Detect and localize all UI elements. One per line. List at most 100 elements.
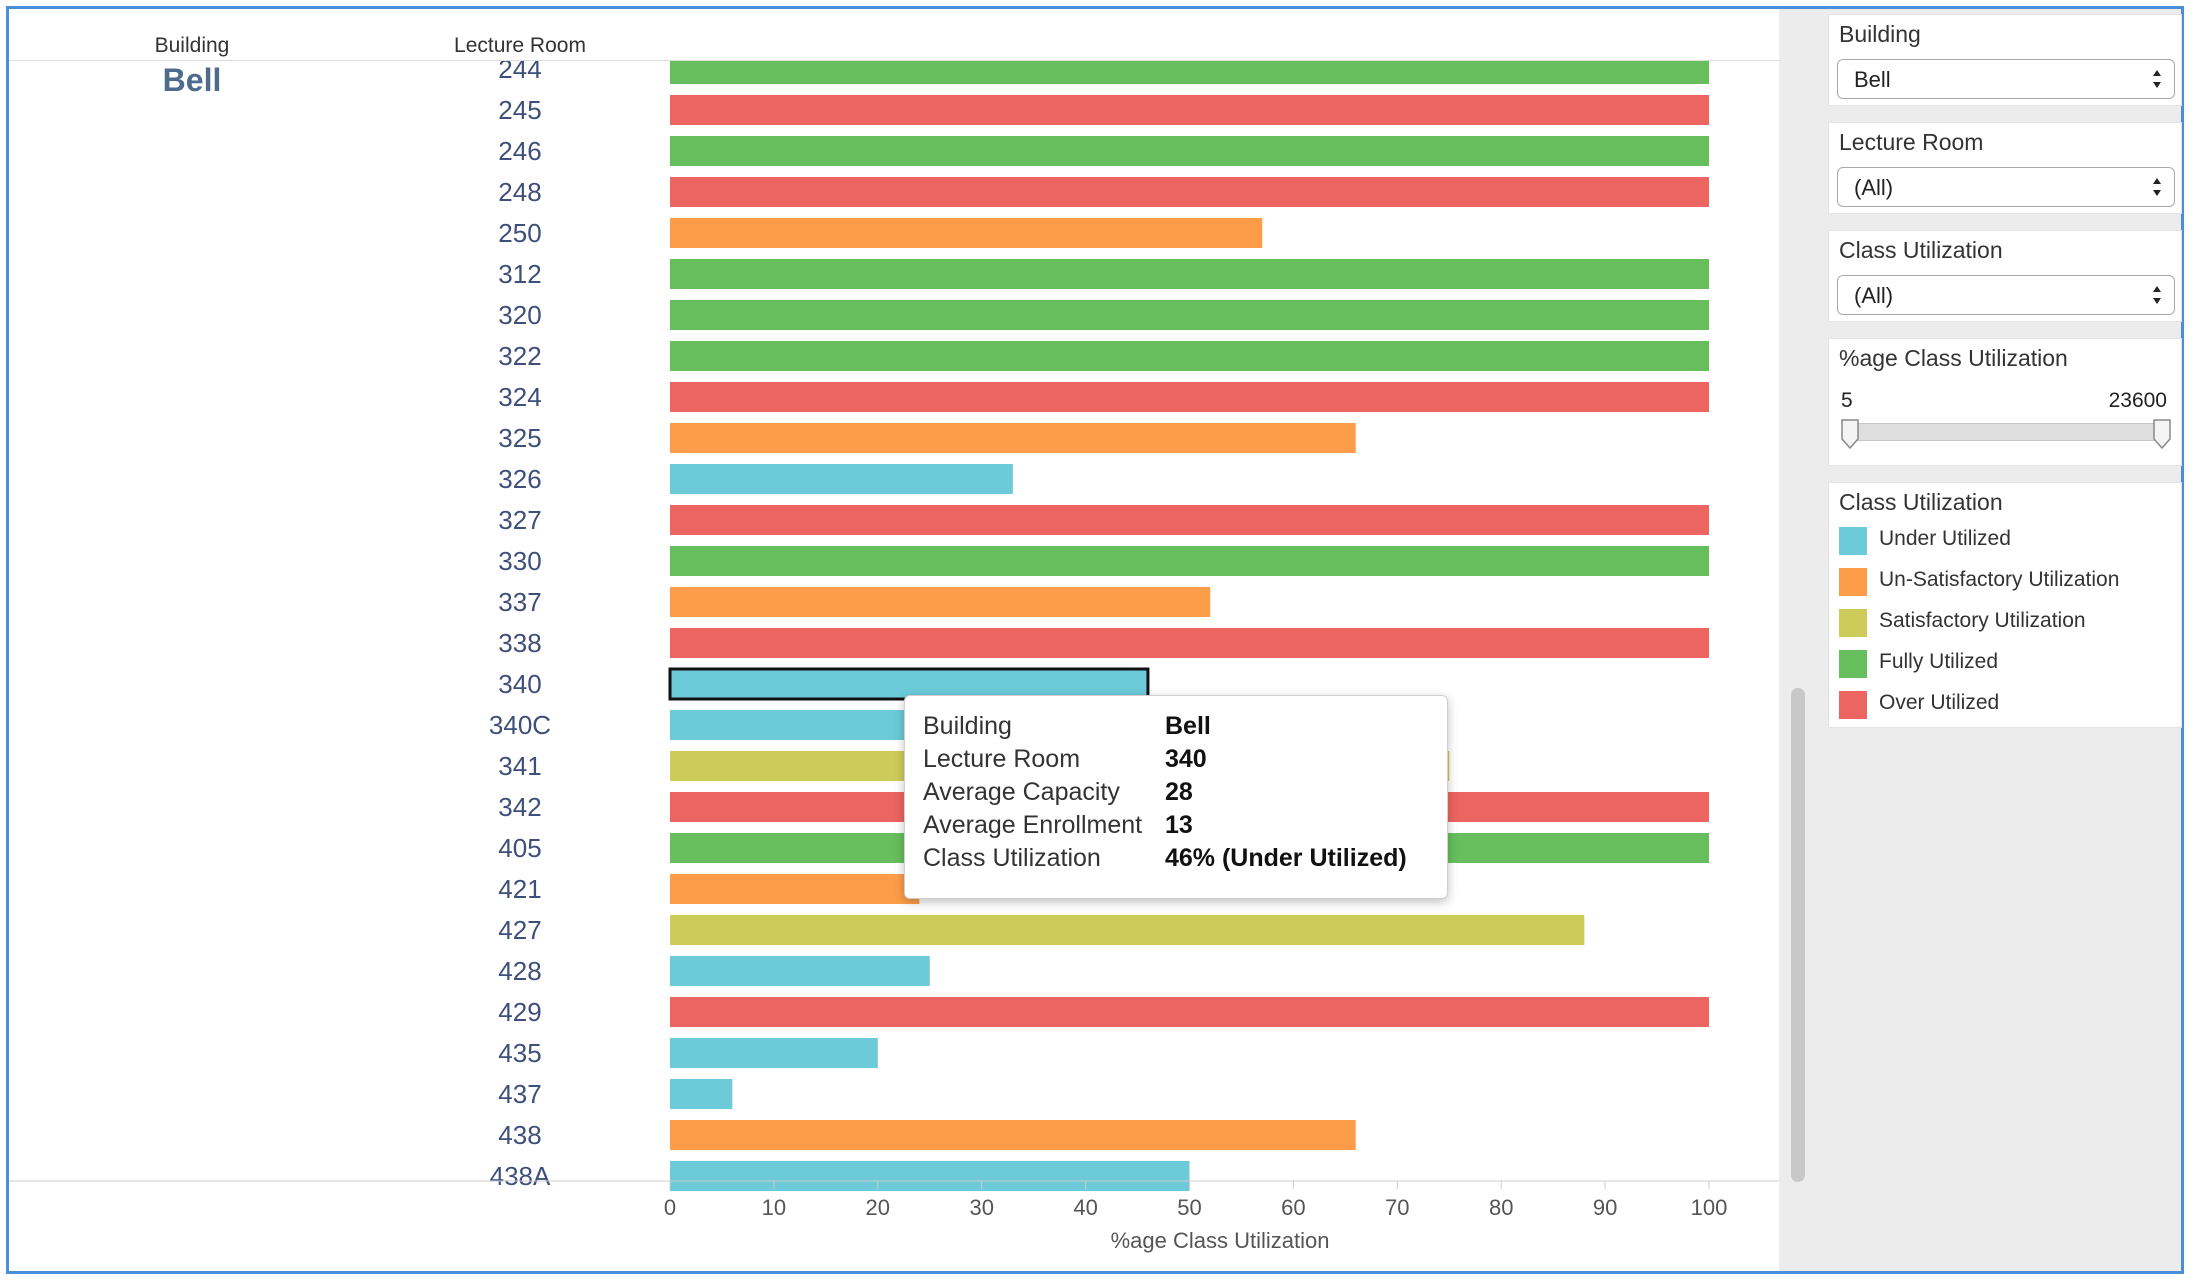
range-max-value: 23600 xyxy=(2108,389,2167,412)
room-label: 427 xyxy=(498,915,541,945)
bar-322[interactable] xyxy=(670,341,1709,371)
room-label: 330 xyxy=(498,546,541,576)
class-utilization-filter-card: Class Utilization (All) xyxy=(1828,230,2182,322)
bar-427[interactable] xyxy=(670,915,1585,945)
room-label: 320 xyxy=(498,300,541,330)
tooltip-key: Lecture Room xyxy=(923,745,1081,773)
x-tick-label: 70 xyxy=(1385,1195,1409,1220)
building-column-header: Building xyxy=(154,34,230,57)
room-label: 428 xyxy=(498,956,541,986)
tooltip-key: Average Capacity xyxy=(923,778,1120,806)
range-slider-track[interactable] xyxy=(1851,423,2163,441)
range-min-value: 5 xyxy=(1841,389,1853,412)
legend-swatch xyxy=(1839,691,1867,719)
room-label: 338 xyxy=(498,628,541,658)
class-utilization-select-value: (All) xyxy=(1854,283,1894,308)
legend-label: Over Utilized xyxy=(1879,691,2000,714)
building-filter-card: Building Bell xyxy=(1828,14,2182,106)
lecture-room-column-header: Lecture Room xyxy=(454,34,586,57)
legend-label: Un-Satisfactory Utilization xyxy=(1879,568,2120,591)
room-label: 324 xyxy=(498,382,541,412)
range-slider-min-handle[interactable] xyxy=(1841,419,1859,449)
lecture-room-select-value: (All) xyxy=(1854,175,1894,200)
room-label: 245 xyxy=(498,95,541,125)
tooltip-key: Building xyxy=(923,712,1012,740)
room-label: 337 xyxy=(498,587,541,617)
x-tick-label: 90 xyxy=(1593,1195,1617,1220)
bar-326[interactable] xyxy=(670,464,1013,494)
bar-chart[interactable]: 244 245 246 248 250 312 320 322 324 325 326 327 330 3… xyxy=(9,9,1779,1271)
legend-label: Satisfactory Utilization xyxy=(1879,609,2086,632)
legend-label: Under Utilized xyxy=(1879,527,2011,550)
building-value: Bell xyxy=(162,62,222,98)
tooltip-value: 340 xyxy=(1165,745,1207,773)
bar-325[interactable] xyxy=(670,423,1356,453)
select-arrows-icon xyxy=(2153,286,2161,304)
room-label: 326 xyxy=(498,464,541,494)
bar-337[interactable] xyxy=(670,587,1211,617)
room-label: 429 xyxy=(498,997,541,1027)
bar-tooltip: Building Bell Lecture Room 340 Average C… xyxy=(904,695,1448,899)
room-label: 312 xyxy=(498,259,541,289)
bar-438A[interactable] xyxy=(670,1161,1190,1191)
x-tick-label: 100 xyxy=(1691,1195,1728,1220)
tooltip-value: 46% (Under Utilized) xyxy=(1165,844,1407,872)
bar-437[interactable] xyxy=(670,1079,733,1109)
x-tick-label: 0 xyxy=(664,1195,676,1220)
tooltip-key: Class Utilization xyxy=(923,844,1101,872)
class-utilization-filter-title: Class Utilization xyxy=(1839,237,2003,263)
room-label: 327 xyxy=(498,505,541,535)
building-select[interactable]: Bell xyxy=(1837,59,2175,99)
bar-312[interactable] xyxy=(670,259,1709,289)
range-slider-max-handle[interactable] xyxy=(2153,419,2171,449)
x-tick-label: 40 xyxy=(1073,1195,1097,1220)
bar-428[interactable] xyxy=(670,956,930,986)
tooltip-row-capacity: Average Capacity 28 xyxy=(923,778,1433,810)
bar-246[interactable] xyxy=(670,136,1709,166)
bar-438[interactable] xyxy=(670,1120,1356,1150)
select-arrows-icon xyxy=(2153,70,2161,88)
room-label: 340 xyxy=(498,669,541,699)
x-tick-label: 10 xyxy=(762,1195,786,1220)
chart-scrollbar-thumb[interactable] xyxy=(1791,688,1805,1182)
room-label: 435 xyxy=(498,1038,541,1068)
tooltip-value: Bell xyxy=(1165,712,1211,740)
legend-swatch xyxy=(1839,609,1867,637)
legend-swatch xyxy=(1839,527,1867,555)
bar-320[interactable] xyxy=(670,300,1709,330)
room-label: 341 xyxy=(498,751,541,781)
lecture-room-select[interactable]: (All) xyxy=(1837,167,2175,207)
room-label: 438A xyxy=(490,1161,551,1191)
room-label: 248 xyxy=(498,177,541,207)
x-tick-label: 30 xyxy=(969,1195,993,1220)
tooltip-value: 28 xyxy=(1165,778,1193,806)
utilization-range-title: %age Class Utilization xyxy=(1839,345,2068,371)
bar-248[interactable] xyxy=(670,177,1709,207)
bar-324[interactable] xyxy=(670,382,1709,412)
bar-327[interactable] xyxy=(670,505,1709,535)
header-divider xyxy=(9,60,1779,61)
tooltip-row-utilization: Class Utilization 46% (Under Utilized) xyxy=(923,844,1433,876)
class-utilization-select[interactable]: (All) xyxy=(1837,275,2175,315)
bar-338[interactable] xyxy=(670,628,1709,658)
x-tick-label: 50 xyxy=(1177,1195,1201,1220)
bar-330[interactable] xyxy=(670,546,1709,576)
room-label: 421 xyxy=(498,874,541,904)
tooltip-row-building: Building Bell xyxy=(923,712,1433,744)
room-label: 325 xyxy=(498,423,541,453)
bar-244[interactable] xyxy=(670,54,1709,84)
bar-245[interactable] xyxy=(670,95,1709,125)
legend-label: Fully Utilized xyxy=(1879,650,1999,673)
room-label: 405 xyxy=(498,833,541,863)
bar-429[interactable] xyxy=(670,997,1709,1027)
room-label: 246 xyxy=(498,136,541,166)
x-tick-label: 80 xyxy=(1489,1195,1513,1220)
room-label: 340C xyxy=(489,710,551,740)
tooltip-row-room: Lecture Room 340 xyxy=(923,745,1433,777)
x-axis-title: %age Class Utilization xyxy=(1110,1228,1330,1253)
bar-250[interactable] xyxy=(670,218,1263,248)
bar-340C[interactable] xyxy=(670,710,920,740)
bar-421[interactable] xyxy=(670,874,920,904)
bar-435[interactable] xyxy=(670,1038,878,1068)
legend-swatch xyxy=(1839,650,1867,678)
